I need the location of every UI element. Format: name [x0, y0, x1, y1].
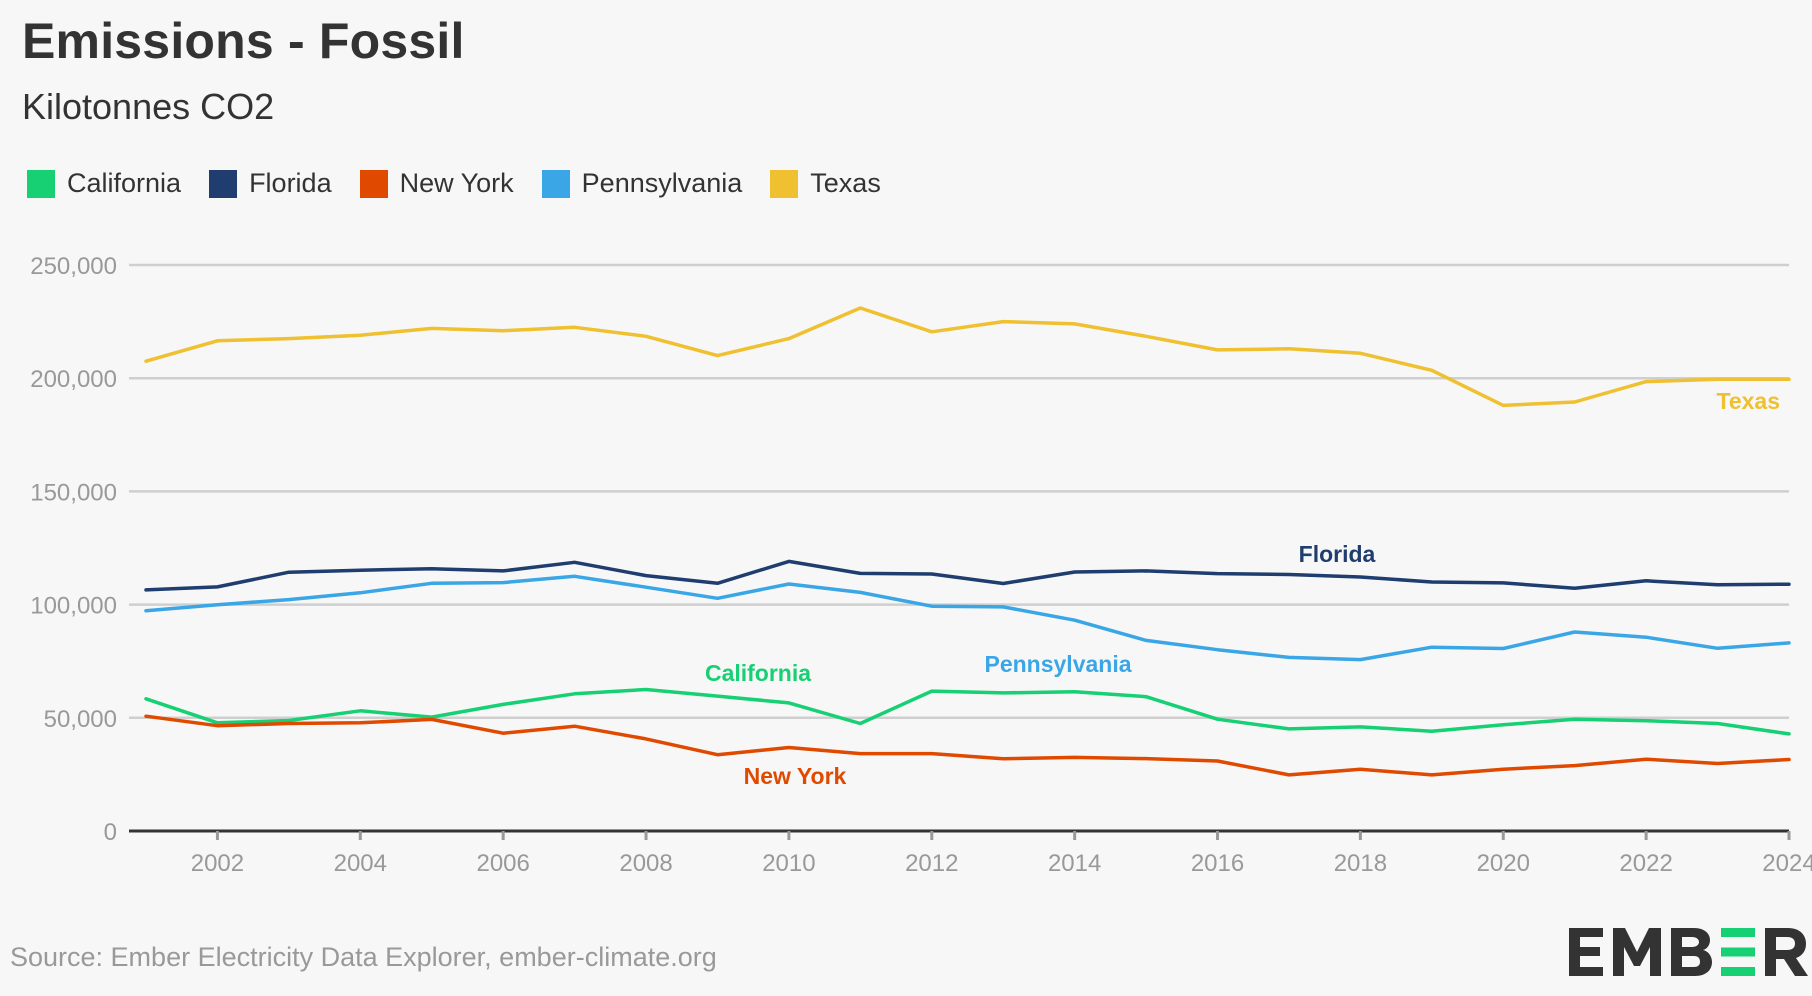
series-labels: California Florida New York Pennsylvania Tex… — [705, 388, 1780, 789]
logo-letter-m — [1613, 928, 1661, 976]
y-tick-label: 50,000 — [44, 706, 117, 733]
x-tick-label: 2002 — [191, 850, 244, 877]
legend-item-texas[interactable]: Texas — [770, 168, 881, 199]
y-tick-label: 0 — [104, 819, 117, 846]
series-label-texas: Texas — [1716, 388, 1780, 414]
logo-letter-r — [1765, 928, 1808, 976]
legend-item-pennsylvania[interactable]: Pennsylvania — [541, 168, 743, 199]
legend-label: Florida — [249, 168, 332, 198]
legend-label: New York — [399, 168, 514, 198]
y-tick-label: 200,000 — [30, 366, 117, 393]
line-chart: 0 50,000 100,000 150,000 200,000 250,000 2002… — [30, 253, 1812, 877]
legend: California Florida New York Pennsylvania… — [27, 168, 909, 199]
series-line-texas[interactable] — [144, 306, 1791, 408]
x-tick-label: 2004 — [334, 850, 387, 877]
ember-logo[interactable]: EMBER — [1569, 928, 1809, 976]
source-note: Source: Ember Electricity Data Explorer,… — [10, 942, 717, 972]
y-axis-ticks: 0 50,000 100,000 150,000 200,000 250,000 — [30, 253, 117, 846]
legend-item-new-york[interactable]: New York — [359, 168, 514, 199]
logo-accent-bar — [1721, 947, 1755, 957]
series-lines — [144, 306, 1791, 777]
gridlines — [129, 263, 1789, 720]
x-tick-label: 2010 — [762, 850, 815, 877]
x-tick-label: 2022 — [1619, 850, 1672, 877]
x-tick-label: 2024 — [1762, 850, 1812, 877]
legend-label: Texas — [810, 168, 881, 198]
x-tick-label: 2018 — [1334, 850, 1387, 877]
legend-swatch — [541, 169, 570, 198]
legend-swatch — [770, 169, 799, 198]
logo-letter-b — [1671, 928, 1712, 976]
series-label-pennsylvania: Pennsylvania — [984, 651, 1131, 677]
legend-swatch — [209, 169, 238, 198]
x-tick-label: 2012 — [905, 850, 958, 877]
legend-swatch — [27, 169, 55, 198]
logo-accent-bars — [1721, 928, 1755, 976]
series-line-pennsylvania[interactable] — [144, 574, 1791, 662]
legend-swatch — [359, 169, 388, 198]
series-label-california: California — [705, 660, 811, 686]
x-tick-label: 2006 — [476, 850, 529, 877]
series-line-california[interactable] — [144, 687, 1791, 736]
legend-label: Pennsylvania — [581, 168, 743, 198]
logo-accent-bar — [1721, 967, 1755, 976]
chart-title: Emissions - Fossil — [22, 13, 465, 69]
x-tick-label: 2014 — [1048, 850, 1101, 877]
y-tick-label: 100,000 — [30, 593, 117, 620]
series-label-new-york: New York — [744, 763, 847, 789]
logo-accent-bar — [1721, 928, 1755, 937]
logo-letter-e — [1569, 928, 1603, 976]
x-tick-label: 2020 — [1477, 850, 1530, 877]
y-tick-label: 150,000 — [30, 479, 117, 506]
y-tick-label: 250,000 — [30, 253, 117, 280]
x-axis: 2002 2004 2006 2008 2010 2012 2014 2016 2018 2020… — [129, 829, 1812, 877]
legend-item-california[interactable]: California — [27, 168, 181, 199]
series-line-new-york[interactable] — [144, 714, 1791, 777]
x-tick-label: 2016 — [1191, 850, 1244, 877]
legend-item-florida[interactable]: Florida — [209, 168, 332, 199]
legend-label: California — [67, 168, 182, 198]
chart-subtitle: Kilotonnes CO2 — [22, 86, 275, 127]
series-line-florida[interactable] — [144, 559, 1791, 592]
x-tick-label: 2008 — [619, 850, 672, 877]
series-label-florida: Florida — [1299, 541, 1376, 567]
